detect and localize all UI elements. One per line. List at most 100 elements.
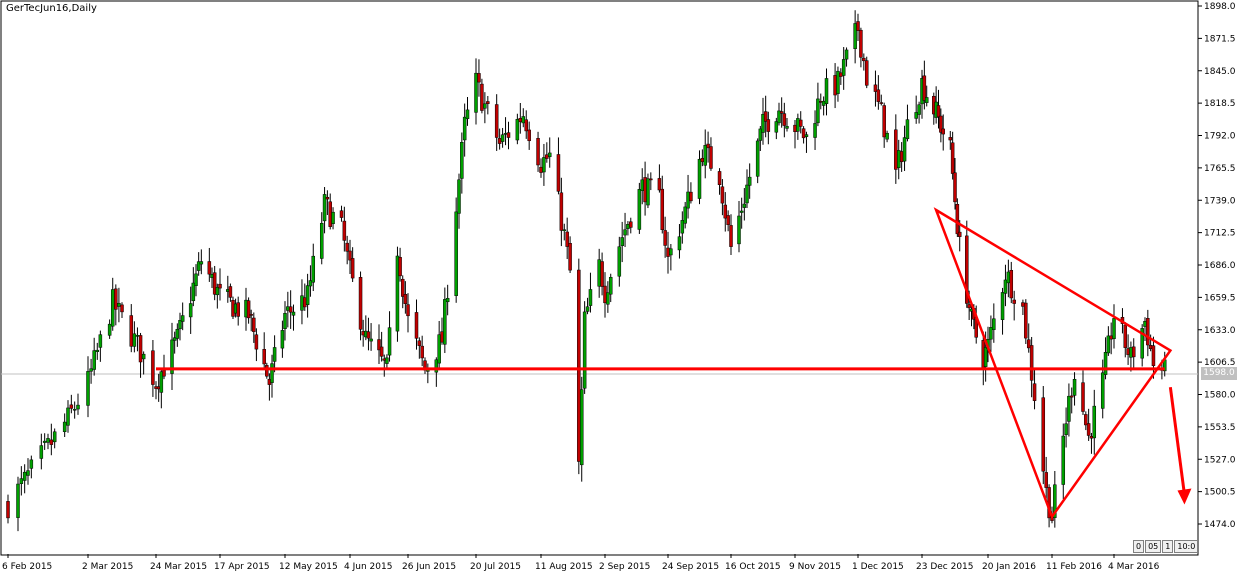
symbol-title: GerTecJun16,Daily [6, 3, 97, 14]
candle-bear [246, 300, 251, 319]
candle-bull [697, 158, 702, 199]
candle-bull [683, 206, 687, 224]
candle-bull [52, 431, 57, 443]
candle-bear [345, 242, 349, 252]
candle-bull [640, 179, 644, 191]
candle-bear [663, 230, 667, 246]
scale-button[interactable]: 0 [1133, 540, 1145, 553]
candle-bear [726, 215, 730, 225]
candle-bear [6, 501, 10, 519]
x-tick-label: 4 Mar 2016 [1108, 562, 1160, 572]
candle-bear [49, 439, 54, 445]
candle-bull [98, 334, 103, 348]
candle-bear [1131, 346, 1136, 358]
candle-bear [1012, 299, 1016, 304]
candle-bear [1084, 414, 1088, 426]
candle-bull [46, 438, 50, 443]
candle-bear [506, 132, 511, 138]
candle-bull [1100, 372, 1105, 409]
candle-bull [1129, 347, 1133, 358]
candle-bear [398, 257, 402, 277]
candle-bear [876, 89, 881, 102]
candle-bull [597, 259, 601, 287]
candle-bear [120, 304, 124, 313]
x-tick-label: 23 Dec 2015 [916, 562, 974, 572]
candle-bull [117, 302, 121, 307]
candle-bull [745, 184, 749, 204]
candle-bull [588, 289, 593, 306]
candle-bear [939, 115, 943, 133]
candle-bull [89, 368, 93, 372]
candle-bull [95, 349, 100, 352]
candle-bull [385, 357, 389, 364]
candle-bull [270, 363, 274, 383]
candle-bull [917, 104, 921, 115]
candle-bull [1064, 423, 1068, 435]
candle-bull [194, 273, 198, 286]
candle-bear [729, 225, 733, 247]
candle-bear [162, 370, 166, 377]
scale-button[interactable]: 1 [1162, 540, 1174, 553]
candle-bear [839, 72, 843, 77]
candle-bull [72, 409, 77, 411]
scale-button[interactable]: 10:0 [1174, 540, 1199, 553]
candle-bull [159, 371, 164, 393]
candle-bull [777, 110, 781, 124]
y-tick-label: 1633.0 [1204, 326, 1236, 336]
breakdown-arrow-head [1177, 488, 1192, 505]
candle-bull [914, 112, 918, 119]
candle-bear [720, 186, 725, 204]
x-tick-label: 17 Apr 2015 [214, 562, 270, 572]
candle-bull [132, 333, 137, 347]
candle-bear [689, 191, 693, 202]
candle-bull [180, 315, 185, 322]
candle-bear [518, 118, 523, 123]
candle-bear [793, 124, 797, 132]
candle-bear [536, 138, 540, 166]
candle-bear [288, 306, 293, 313]
candle-bull [308, 280, 313, 287]
candle-bear [1089, 436, 1094, 439]
candle-bull [86, 371, 90, 406]
candle-bull [311, 255, 316, 283]
candle-bear [477, 73, 481, 83]
x-tick-label: 20 Jan 2016 [982, 562, 1036, 572]
candle-bear [629, 221, 633, 228]
candle-bear [1086, 423, 1091, 436]
scale-button[interactable]: 05 [1145, 540, 1162, 553]
candle-bull [1140, 328, 1144, 359]
candle-bear [833, 75, 837, 96]
candle-bear [879, 102, 884, 104]
candle-bull [606, 292, 610, 305]
candle-bear [1009, 270, 1014, 299]
x-tick-label: 26 Jun 2015 [402, 562, 456, 572]
candle-bear [600, 261, 604, 287]
candle-bull [462, 116, 467, 141]
candle-bull [29, 459, 34, 469]
candle-bull [445, 298, 450, 303]
candle-bear [1109, 335, 1113, 340]
candle-bull [617, 246, 622, 277]
x-tick-label: 2 Sep 2015 [599, 562, 650, 572]
candle-bear [899, 151, 904, 163]
candle-bull [199, 261, 204, 265]
candle-bear [1024, 302, 1028, 339]
candle-bull [503, 133, 508, 135]
candle-bear [556, 154, 561, 192]
candle-bear [723, 204, 728, 219]
candle-bull [737, 215, 741, 245]
scale-buttons: 0 05 1 10:0 [1133, 540, 1199, 553]
candle-bull [300, 295, 304, 311]
candle-bear [859, 29, 863, 58]
y-tick-label: 1871.5 [1204, 34, 1236, 44]
y-tick-label: 1659.5 [1204, 293, 1236, 303]
candle-bull [16, 483, 20, 518]
candle-bear [254, 334, 259, 350]
candle-bull [983, 347, 988, 367]
candle-bull [637, 189, 642, 230]
candle-bull [196, 261, 201, 271]
candle-bull [902, 137, 907, 162]
candle-bear [114, 288, 118, 310]
x-tick-label: 11 Aug 2015 [535, 562, 593, 572]
candle-bull [885, 132, 889, 140]
